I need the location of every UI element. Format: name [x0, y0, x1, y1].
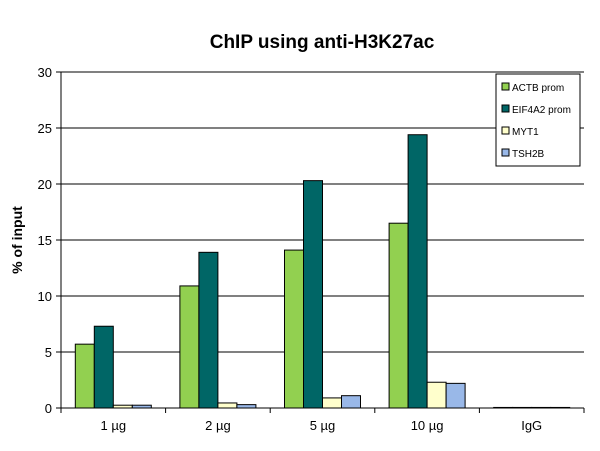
bar [426, 381, 447, 409]
legend-label: EIF4A2 prom [512, 105, 571, 116]
bar [179, 285, 200, 409]
bar [284, 249, 304, 409]
bar [198, 251, 219, 409]
legend-swatch [501, 82, 510, 91]
y-tick-label: 0 [45, 401, 52, 416]
bars [74, 134, 571, 409]
legend: ACTB prom EIF4A2 prom MYT1 TSH2B [495, 73, 581, 167]
legend-swatch [501, 104, 510, 113]
y-tick-label: 20 [38, 177, 52, 192]
bar [74, 343, 95, 409]
y-axis-label: % of input [9, 206, 25, 274]
legend-label: TSH2B [512, 149, 545, 160]
y-tick-label: 5 [45, 345, 52, 360]
chart-title: ChIP using anti-H3K27ac [210, 32, 435, 53]
y-tick-label: 30 [38, 65, 52, 80]
y-tick-label: 15 [38, 233, 52, 248]
bar [341, 395, 361, 409]
bar [236, 404, 257, 409]
legend-label: MYT1 [512, 127, 539, 138]
x-tick-label: 10 µg [411, 418, 444, 433]
bar [303, 180, 323, 409]
x-tick-label: 5 µg [310, 418, 336, 433]
axes [60, 72, 585, 413]
y-tick-labels: 0 5 10 15 20 25 30 [38, 65, 52, 416]
x-tick-label: 1 µg [101, 418, 127, 433]
x-tick-label: IgG [521, 418, 542, 433]
legend-swatch [501, 148, 510, 157]
legend-box [495, 73, 581, 167]
y-tick-label: 10 [38, 289, 52, 304]
bar [388, 222, 409, 409]
bar [93, 325, 114, 409]
bar [217, 402, 238, 409]
y-tick-label: 25 [38, 121, 52, 136]
x-tick-label: 2 µg [205, 418, 231, 433]
legend-swatch [501, 126, 510, 135]
x-tick-labels: 1 µg 2 µg 5 µg 10 µg IgG [101, 408, 542, 433]
bar [322, 397, 342, 409]
bar [407, 134, 428, 409]
legend-label: ACTB prom [512, 83, 564, 94]
bar [445, 382, 466, 409]
